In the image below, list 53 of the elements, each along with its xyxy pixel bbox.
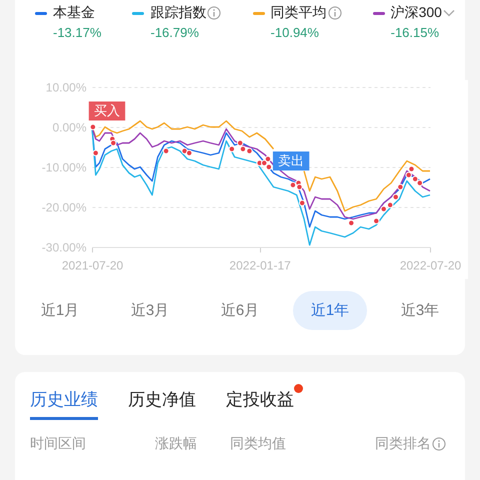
x-tick-label: 2022-07-20	[400, 258, 462, 272]
point	[266, 164, 272, 170]
y-tick-label: -10.00%	[42, 160, 87, 174]
point	[240, 146, 246, 152]
text: 近3月	[130, 301, 170, 321]
point	[296, 184, 303, 190]
text: 同类均值	[230, 435, 286, 453]
point	[290, 182, 296, 188]
text: 近1月	[40, 301, 80, 321]
legend-label: 跟踪指数	[149, 4, 208, 22]
text: -16.79%	[149, 25, 200, 40]
point	[90, 124, 96, 130]
text: 时间区间	[30, 435, 86, 453]
point	[261, 160, 268, 166]
annotation: 卖出	[278, 153, 304, 168]
text: -16.15%	[390, 25, 440, 40]
legend-label: 沪深300	[390, 4, 443, 22]
point	[264, 156, 272, 162]
y-tick-label: -20.00%	[42, 200, 87, 214]
y-tick-label: 0.00%	[52, 120, 87, 134]
annotation: 买入	[94, 103, 120, 118]
text: -13.17%	[52, 25, 102, 40]
y-tick-label: -30.00%	[42, 240, 87, 254]
point	[397, 184, 404, 190]
text: 历史业绩	[30, 388, 98, 420]
x-tick-label: 2022-01-17	[229, 258, 292, 272]
point	[110, 140, 117, 146]
point	[92, 150, 99, 156]
point	[298, 200, 306, 206]
point	[246, 148, 253, 154]
text: 历史净值	[128, 389, 196, 411]
point	[392, 194, 399, 200]
text: -10.94%	[270, 25, 320, 40]
point	[162, 148, 170, 154]
point	[373, 218, 380, 224]
text: 近6月	[220, 301, 260, 321]
text: 同类排名	[375, 435, 432, 453]
point	[186, 150, 192, 156]
text: 涨跌幅	[155, 435, 197, 453]
point	[416, 180, 424, 186]
text: 近1年	[292, 291, 368, 330]
x-tick-label: 2021-07-20	[62, 258, 124, 272]
text: 定投收益	[226, 389, 294, 411]
point	[412, 176, 418, 182]
y-tick-label: 10.00%	[46, 80, 87, 94]
point	[380, 206, 387, 212]
text: 近3年	[400, 301, 440, 321]
legend-label: 本基金	[52, 4, 96, 22]
legend-label: 同类平均	[270, 4, 328, 22]
point	[405, 172, 412, 178]
point	[408, 166, 415, 172]
point	[236, 140, 244, 146]
point	[228, 146, 236, 152]
